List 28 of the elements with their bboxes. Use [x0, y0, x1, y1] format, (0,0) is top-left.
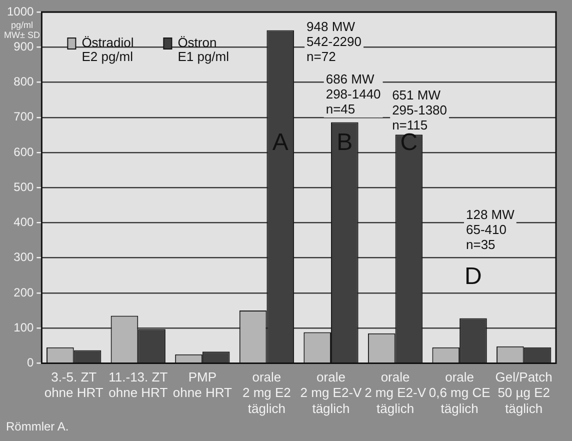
- y-axis-title: pg/ml MW± SD: [4, 20, 40, 40]
- y-tick-label: 0: [27, 356, 34, 370]
- y-tick-label: 700: [14, 110, 34, 124]
- y-tick-label: 200: [14, 285, 34, 300]
- y-tick-label: 400: [14, 215, 34, 230]
- x-tick-label: PMP ohne HRT: [172, 370, 232, 400]
- x-tick-label: orale 2 mg E2-V täglich: [364, 370, 426, 416]
- annotation: D: [464, 263, 482, 290]
- x-tick-label: 3.-5. ZT ohne HRT: [44, 370, 104, 400]
- x-tick-label: orale 2 mg E2 täglich: [242, 370, 291, 416]
- y-tick-label: 800: [14, 74, 34, 89]
- annotation: 128 MW 65-410 n=35: [466, 206, 516, 252]
- y-tick-label: 900: [14, 39, 34, 54]
- y-tick-label: 300: [14, 250, 34, 264]
- legend-label: Östradiol E2 pg/ml: [82, 35, 134, 64]
- y-tick-label: 600: [14, 144, 34, 159]
- x-tick-label: orale 2 mg E2-V täglich: [300, 370, 362, 416]
- annotation: 948 MW 542-2290 n=72: [306, 18, 362, 64]
- x-tick-label: 11.-13. ZT ohne HRT: [108, 370, 168, 400]
- text: Römmler A.: [6, 419, 69, 434]
- y-tick-label: 100: [14, 320, 34, 334]
- x-tick-label: orale 0,6 mg CE täglich: [428, 370, 491, 416]
- x-tick-label: Gel/Patch 50 µg E2 täglich: [495, 370, 552, 416]
- annotation: 686 MW 298-1440 n=45: [326, 72, 381, 117]
- y-tick-label: 1000: [6, 4, 34, 18]
- annotation: 651 MW 295-1380 n=115: [392, 87, 448, 132]
- y-tick-label: 500: [14, 180, 34, 194]
- legend-label: Östron E1 pg/ml: [178, 35, 230, 64]
